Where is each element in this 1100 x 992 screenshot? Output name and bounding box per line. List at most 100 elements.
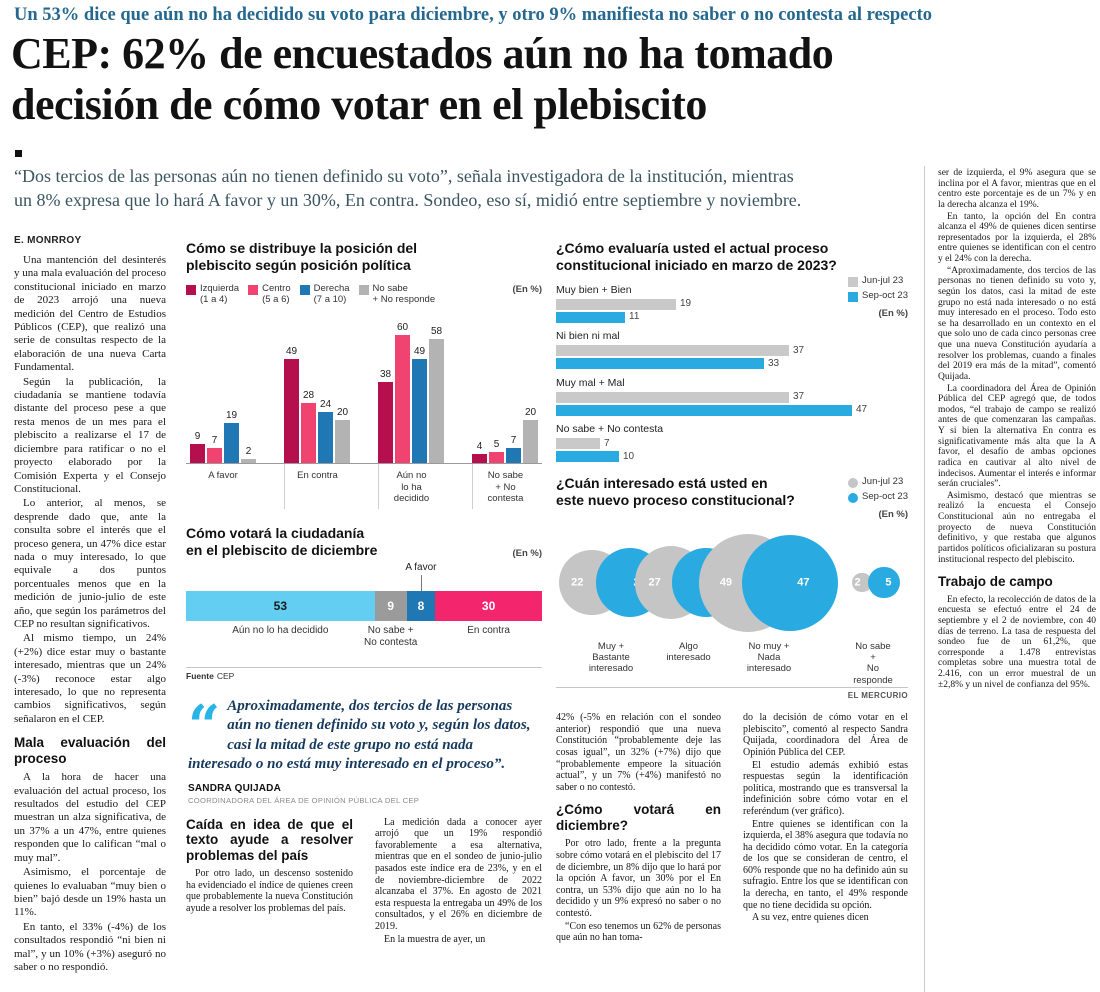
colD-paragraphs: do la decisión de cómo votar en el plebi… [743, 712, 908, 924]
paragraph: El estudio además exhibió estas respuest… [743, 759, 908, 817]
unit-label: (En %) [512, 283, 542, 295]
bar-group: 9 7 19 2 A favor [190, 321, 256, 509]
chart3-title: ¿Cómo evaluaría usted el actual proceso … [556, 240, 837, 273]
bar-column: 7 [207, 436, 222, 464]
colC-bottom-paragraphs: Por otro lado, frente a la pregunta sobr… [556, 838, 721, 943]
bar-value: 49 [413, 346, 426, 358]
quote-author-role: COORDINADORA DEL ÁREA DE OPINIÓN PÚBLICA… [188, 795, 420, 805]
headline-line-2: decisión de cómo votar en el plebiscito [11, 80, 707, 130]
colR-top-paragraphs: ser de izquierda, el 9% asegura que se i… [938, 168, 1096, 565]
bar-value: 5 [493, 439, 500, 451]
legend-label: Izquierda (1 a 4) [200, 282, 240, 305]
bar-group: Muy bien + Bien 19 11 [556, 284, 908, 324]
bar-value: 38 [379, 369, 392, 381]
col1-top-paragraphs: Una mantención del desinterés y una mala… [14, 254, 166, 726]
bar [556, 298, 676, 310]
segment-label: No sabe + No contesta [364, 625, 418, 649]
article-column-1: E. MONRROY Una mantención del desinterés… [14, 236, 166, 975]
bar-value: 58 [430, 326, 443, 338]
legend-label: Centro (5 a 6) [262, 282, 291, 305]
bar-column: 49 [412, 346, 427, 464]
bar-group: 49 28 24 20 En contra [284, 321, 350, 510]
bar [472, 454, 487, 464]
paragraph: En tanto, el 33% (-4%) de los consultado… [14, 920, 166, 973]
chart2-title-row: Cómo votará la ciudadanía en el plebisci… [186, 525, 542, 559]
category-label: Muy + Bastante interesado [588, 640, 634, 675]
kicker: Un 53% dice que aún no ha decidido su vo… [14, 5, 932, 25]
legend-swatch [186, 284, 196, 295]
pull-quote: “ Aproximadamente, dos tercios de las pe… [186, 695, 542, 804]
bar-value: 60 [396, 322, 409, 334]
bar [318, 412, 333, 464]
subheadline-line-2: un 8% expresa que lo hará A favor y un 3… [14, 189, 802, 210]
bar [224, 423, 239, 464]
paragraph: “Aproximadamente, dos tercios de las per… [938, 265, 1096, 382]
segment-label: En contra [467, 625, 510, 637]
right-lower-columns: 42% (-5% en relación con el sondeo anter… [556, 712, 908, 945]
paragraph: ser de izquierda, el 9% asegura que se i… [938, 168, 1096, 210]
bubble-value: 27 [648, 576, 661, 589]
legend-item: Sep-oct 23 [848, 491, 908, 503]
category-label: Aún no lo ha decidido [378, 463, 444, 510]
article-column-d: do la decisión de cómo votar en el plebi… [743, 712, 908, 945]
bar-row: 10 [556, 451, 908, 463]
bar-column: 2 [241, 447, 256, 464]
legend-swatch [848, 277, 859, 287]
bar-column: 38 [378, 369, 393, 464]
byline: E. MONRROY [14, 235, 82, 246]
chart-evaluacion-proceso: ¿Cómo evaluaría usted el actual proceso … [556, 240, 908, 463]
bar-group: Muy mal + Mal 37 47 [556, 377, 908, 417]
bar [284, 359, 299, 464]
subheadline: “Dos tercios de las personas aún no tien… [14, 165, 934, 213]
bar-row: 49 28 24 20 [284, 321, 350, 464]
bar-value: 9 [194, 431, 201, 443]
chart2-labels: Aún no lo ha decidido No sabe + No contes… [186, 625, 542, 655]
bar-value: 4 [476, 441, 483, 453]
legend-item: Izquierda (1 a 4) [186, 282, 240, 306]
segment-value: 53 [273, 599, 288, 614]
category-label: No muy + Nada interesado [746, 640, 792, 675]
bubble-junjul [852, 572, 872, 593]
unit-label: (En %) [878, 308, 908, 319]
paragraph: Por otro lado, un descenso sostenido ha … [186, 868, 353, 914]
category-label: Muy bien + Bien [556, 283, 632, 296]
colB-paragraphs: La medición dada a conocer ayer arrojó q… [375, 817, 542, 946]
category-label: En contra [284, 463, 350, 510]
bar-value: 49 [285, 346, 298, 358]
bubble-sepoct [742, 534, 838, 631]
paragraph: 42% (-5% en relación con el sondeo anter… [556, 712, 721, 793]
chart2-callout: A favor [186, 563, 542, 592]
legend-swatch [848, 292, 859, 302]
segment-value: 9 [387, 599, 395, 614]
bar-row: 9 7 19 2 [190, 321, 256, 464]
bar-row: 19 [556, 298, 908, 310]
category-label: A favor [208, 470, 238, 482]
chart-posicion-politica: Cómo se distribuye la posición del plebi… [186, 240, 542, 510]
chart4-bubbles: 2224Muy + Bastante interesado2724Algo in… [556, 511, 908, 686]
credit: EL MERCURIO [847, 690, 908, 700]
bar-value: 20 [336, 407, 349, 419]
subhead-caida-en-idea: Caída en idea de que el texto ayude a re… [186, 816, 353, 863]
bar-row: 38 60 49 58 [378, 321, 444, 464]
bar-value: 33 [768, 357, 780, 369]
paragraph: En tanto, la opción del En contra alcanz… [938, 211, 1096, 265]
legend-item: Jun-jul 23 [848, 476, 903, 488]
bar [395, 335, 410, 464]
legend-swatch [299, 284, 310, 295]
paragraph: A la hora de hacer una evaluación del ac… [14, 771, 166, 864]
category-label: Muy mal + Mal [556, 376, 625, 389]
colR-bottom-paragraphs: En efecto, la recolección de datos de la… [938, 595, 1096, 691]
legend-item: Sep-oct 23 [848, 290, 908, 302]
bar [190, 444, 205, 464]
bar [556, 391, 789, 403]
chart-como-votara: Cómo votará la ciudadanía en el plebisci… [186, 525, 542, 655]
legend-item: No sabe + No responde [358, 283, 435, 306]
bar-value: 19 [225, 410, 238, 422]
paragraph: Asimismo, destacó que mientras se realiz… [938, 490, 1096, 565]
bar [556, 311, 625, 323]
segment-value: 8 [417, 599, 425, 614]
colC-top-paragraphs: 42% (-5% en relación con el sondeo anter… [556, 712, 721, 793]
subhead-trabajo-de-campo: Trabajo de campo [938, 574, 1053, 590]
bar-row: 4 5 7 20 [472, 321, 538, 464]
article-column-b: La medición dada a conocer ayer arrojó q… [375, 817, 542, 947]
